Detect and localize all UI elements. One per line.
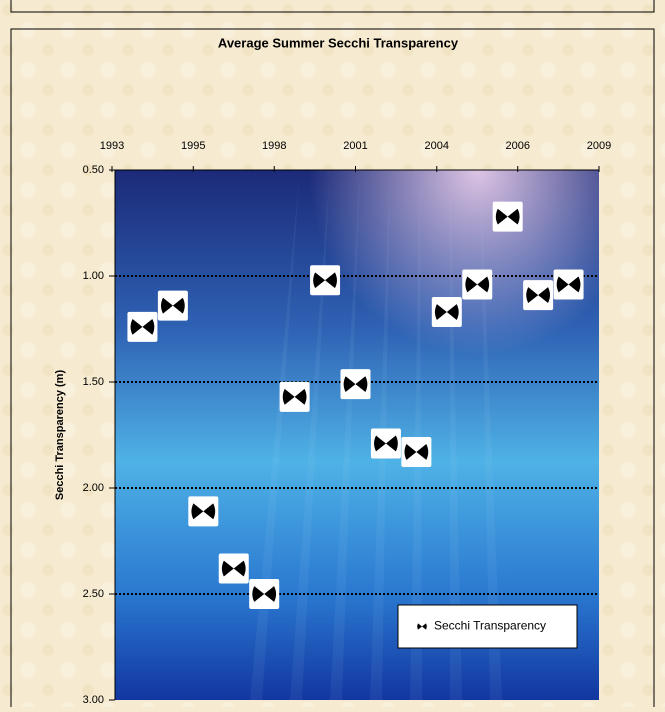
y-axis-label: Secchi Transparency (m) xyxy=(54,370,66,501)
marker xyxy=(401,437,431,467)
legend-marker xyxy=(416,621,428,633)
x-tick-label: 1995 xyxy=(181,140,205,152)
y-tick-label: 3.00 xyxy=(83,694,104,706)
x-tick-label: 1998 xyxy=(262,140,286,152)
y-tick-label: 1.50 xyxy=(83,376,104,388)
y-tick-label: 2.00 xyxy=(83,482,104,494)
chart: Average Summer Secchi Transparency Secch… xyxy=(0,0,665,707)
marker xyxy=(493,202,523,232)
marker xyxy=(188,496,218,526)
page: {"chart_data": {"type": "scatter", "titl… xyxy=(0,0,665,707)
marker xyxy=(127,312,157,342)
marker xyxy=(310,265,340,295)
x-tick-label: 2009 xyxy=(587,140,611,152)
legend-label: Secchi Transparency xyxy=(434,619,546,633)
marker xyxy=(341,369,371,399)
x-tick-label: 2004 xyxy=(425,140,449,152)
marker xyxy=(158,291,188,321)
y-tick-label: 2.50 xyxy=(83,588,104,600)
x-tick-label: 2001 xyxy=(343,140,367,152)
marker xyxy=(249,579,279,609)
marker xyxy=(523,280,553,310)
x-tick-label: 2006 xyxy=(505,140,529,152)
marker xyxy=(371,428,401,458)
marker xyxy=(554,269,584,299)
y-tick-label: 0.50 xyxy=(83,164,104,176)
marker xyxy=(219,554,249,584)
marker xyxy=(280,382,310,412)
y-tick-label: 1.00 xyxy=(83,270,104,282)
marker xyxy=(432,297,462,327)
x-tick-label: 1993 xyxy=(100,140,124,152)
marker xyxy=(462,269,492,299)
chart-title: Average Summer Secchi Transparency xyxy=(218,35,459,50)
